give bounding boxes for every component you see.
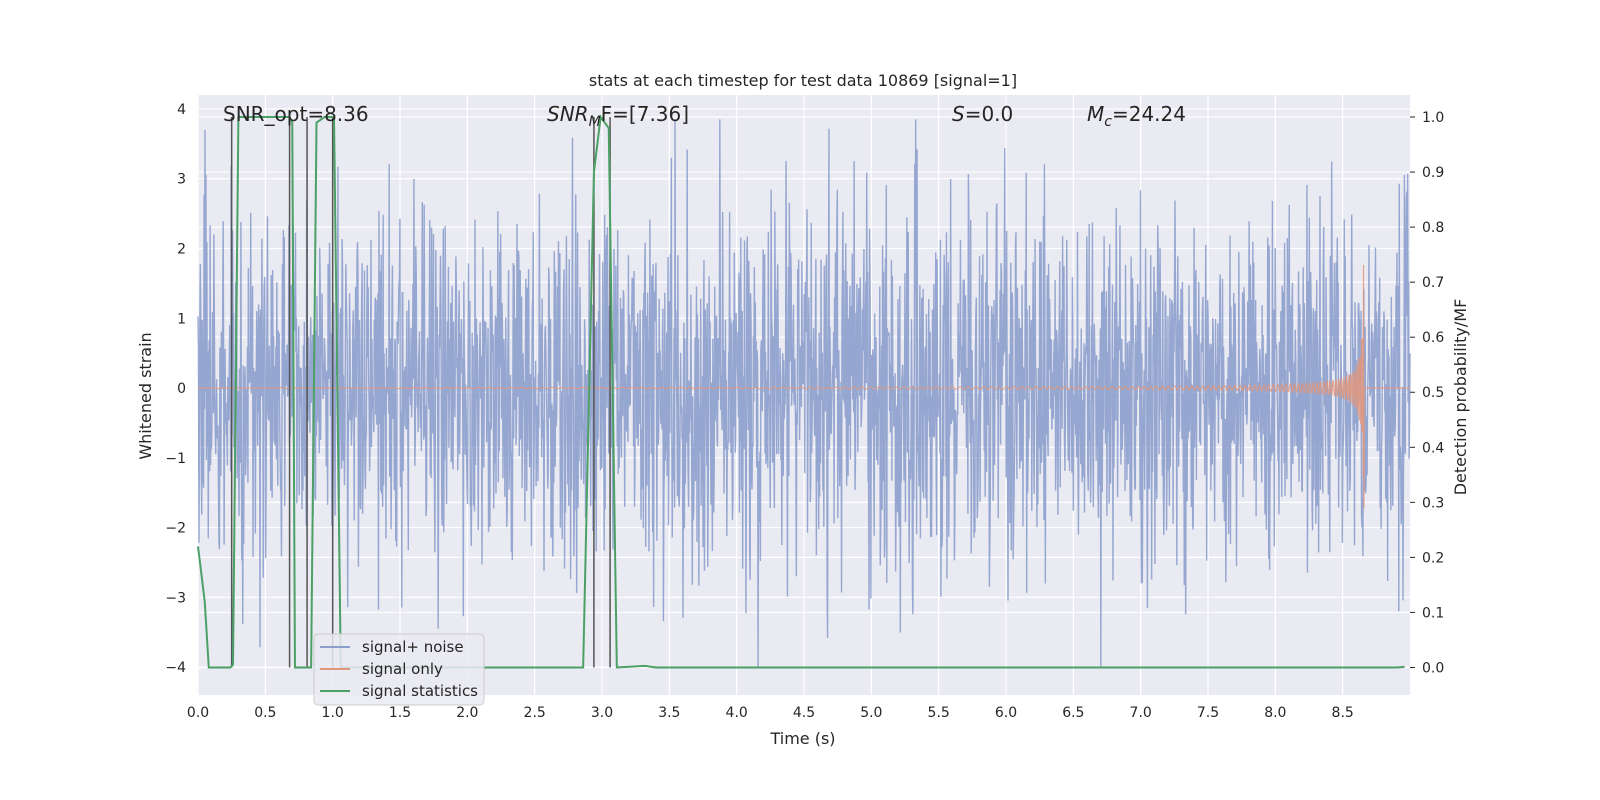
y-right-tick-label: 0.1 [1422, 605, 1444, 621]
y-right-tick-label: 0.2 [1422, 550, 1444, 566]
signal-noise-line [197, 119, 1411, 668]
x-tick-label: 5.0 [860, 705, 882, 721]
y-tick-label: 0 [177, 381, 186, 397]
y-right-tick-label: 0.8 [1422, 220, 1444, 236]
legend-label-signal-only: signal only [362, 660, 443, 678]
mc-sub: c [1104, 114, 1112, 130]
s-var: S [952, 102, 965, 126]
x-tick-label: 0.5 [254, 705, 276, 721]
y-tick-label: −2 [165, 521, 186, 537]
mc-value: =24.24 [1112, 102, 1186, 126]
y-tick-label: 4 [177, 102, 186, 118]
y-tick-label: −1 [165, 451, 186, 467]
snr-mf-annotation: SNRMF=[7.36] [547, 102, 689, 130]
y-right-tick-label: 0.9 [1422, 165, 1444, 181]
y-axis-label: Whitened strain [136, 332, 155, 459]
x-tick-label: 0.0 [187, 705, 209, 721]
x-tick-label: 4.5 [793, 705, 815, 721]
x-tick-label: 2.5 [524, 705, 546, 721]
mc-annotation: Mc=24.24 [1087, 102, 1186, 130]
y-right-tick-label: 0.5 [1422, 385, 1444, 401]
x-tick-label: 2.0 [456, 705, 478, 721]
legend-label-signal-statistics: signal statistics [362, 682, 478, 700]
x-tick-label: 5.5 [928, 705, 950, 721]
signal-only-line [197, 265, 1410, 509]
x-tick-label: 8.5 [1332, 705, 1354, 721]
y-right-tick-label: 0.6 [1422, 330, 1444, 346]
y-right-tick-label: 1.0 [1422, 110, 1444, 126]
snr-mf-sub: M [589, 114, 601, 130]
x-tick-label: 4.0 [726, 705, 748, 721]
x-tick-label: 1.0 [322, 705, 344, 721]
snr-opt-annotation: SNR_opt=8.36 [223, 102, 369, 126]
x-tick-label: 7.5 [1197, 705, 1219, 721]
mc-var: M [1087, 102, 1104, 126]
y-tick-label: −4 [165, 660, 186, 676]
legend: signal+ noise signal only signal statist… [313, 633, 485, 706]
y-right-tick-label: 0.3 [1422, 495, 1444, 511]
y-axis-label-right: Detection probability/MF [1451, 299, 1470, 496]
x-axis-label: Time (s) [769, 729, 835, 748]
signal-statistics-line [197, 114, 1405, 669]
y-tick-label: 1 [177, 311, 186, 327]
y-tick-label: −3 [165, 590, 186, 606]
x-tick-label: 6.5 [1062, 705, 1084, 721]
y-tick-label: 2 [177, 241, 186, 257]
snr-mf-rest: F=[7.36] [601, 102, 689, 126]
x-tick-label: 6.0 [995, 705, 1017, 721]
x-tick-label: 7.0 [1130, 705, 1152, 721]
chart-title: stats at each timestep for test data 108… [589, 71, 1017, 90]
signal-only-trace [197, 265, 1410, 509]
legend-box [313, 633, 485, 706]
axis-ticks: 0.0 0.5 1.0 1.5 2.0 2.5 3.0 3.5 4.0 4.5 5.0 5.5 6.0 6… [165, 102, 1444, 721]
signal-statistics-trace [197, 114, 1405, 669]
legend-label-signal-noise: signal+ noise [362, 638, 464, 656]
x-tick-label: 3.0 [591, 705, 613, 721]
x-tick-label: 3.5 [658, 705, 680, 721]
x-tick-label: 1.5 [389, 705, 411, 721]
y-tick-label: 3 [177, 172, 186, 188]
y-right-tick-label: 0.7 [1422, 275, 1444, 291]
s-value: =0.0 [965, 102, 1014, 126]
s-annotation: S=0.0 [952, 102, 1013, 126]
snr-mf-main: SNR [547, 102, 589, 126]
y-right-tick-label: 0.4 [1422, 440, 1444, 456]
strain-trace [197, 119, 1411, 668]
x-tick-label: 8.0 [1264, 705, 1286, 721]
y-right-tick-label: 0.0 [1422, 660, 1444, 676]
